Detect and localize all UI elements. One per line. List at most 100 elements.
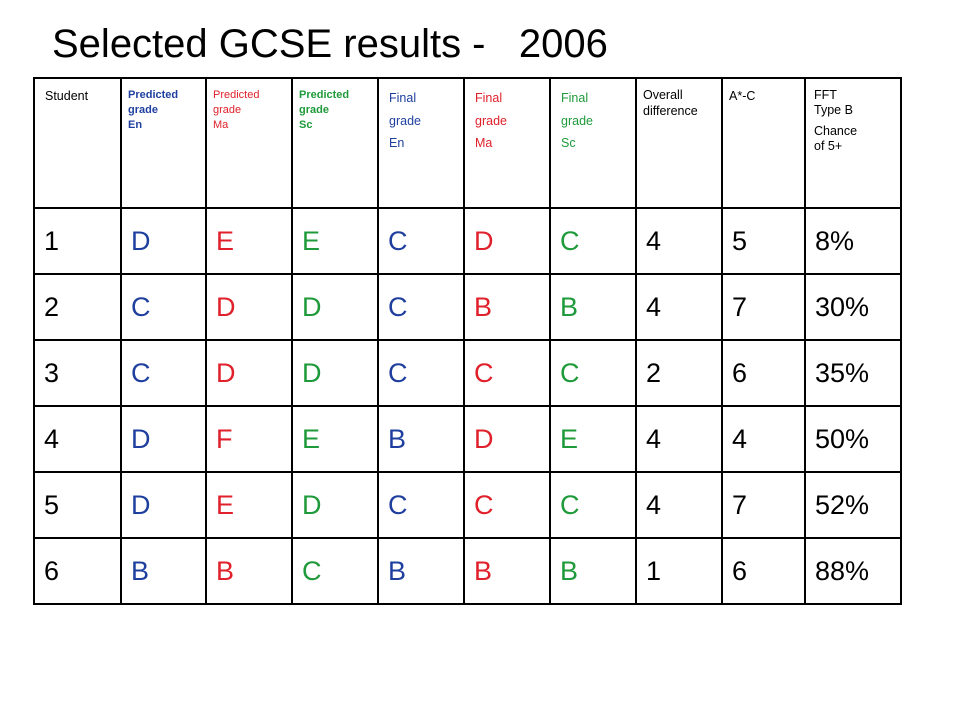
header-label: Predicted [128,89,179,101]
cell-predicted-en: C [120,273,207,341]
cell-fft-chance: 35% [804,339,902,407]
cell-final-en: B [377,537,465,605]
header-label: Sc [299,118,313,131]
cell-astar-c: 4 [721,405,806,473]
cell-predicted-ma: B [205,537,293,605]
cell-final-ma: C [463,471,551,539]
header-astar-c: A*-C [721,77,806,209]
cell-astar-c: 6 [721,339,806,407]
header-label: grade [389,113,421,128]
cell-predicted-sc: E [291,207,379,275]
header-label: Predicted [213,89,260,101]
cell-fft-chance: 52% [804,471,902,539]
cell-astar-c: 5 [721,207,806,275]
cell-predicted-en: D [120,207,207,275]
header-label: difference [643,103,698,118]
header-label: Chance [814,124,858,138]
cell-final-ma: D [463,207,551,275]
cell-student: 2 [33,273,122,341]
header-label: Final [475,91,503,105]
results-table-body: 1 D E E C D C 4 5 8% 2 C D D C B B 4 7 30% 3 C D D C C C 2 6 35% 4 D F E B… [33,207,902,605]
table-row: 3 C D D C C C 2 6 35% [33,339,902,407]
cell-final-sc: B [549,273,637,341]
header-label: grade [213,103,242,116]
table-row: 4 D F E B D E 4 4 50% [33,405,902,473]
cell-final-en: C [377,273,465,341]
cell-fft-chance: 50% [804,405,902,473]
header-final-ma: Final grade Ma [463,77,551,209]
header-label: En [128,118,143,131]
cell-overall-difference: 4 [635,405,723,473]
cell-final-ma: D [463,405,551,473]
header-label: Sc [561,136,576,150]
cell-final-ma: B [463,537,551,605]
header-fft: FFT Type B Chance of 5+ [804,77,902,209]
table-row: 5 D E D C C C 4 7 52% [33,471,902,539]
header-final-en: Final grade En [377,77,465,209]
cell-final-sc: C [549,471,637,539]
cell-final-sc: C [549,339,637,407]
cell-fft-chance: 30% [804,273,902,341]
table-row: 6 B B C B B B 1 6 88% [33,537,902,605]
cell-overall-difference: 4 [635,471,723,539]
cell-predicted-en: D [120,471,207,539]
cell-predicted-en: D [120,405,207,473]
cell-astar-c: 7 [721,471,806,539]
cell-predicted-ma: D [205,339,293,407]
cell-predicted-sc: D [291,471,379,539]
cell-final-en: C [377,207,465,275]
cell-predicted-sc: D [291,273,379,341]
page-title: Selected GCSE results - 2006 [52,22,608,66]
header-label: Final [389,91,417,105]
header-label: grade [561,113,593,128]
cell-predicted-ma: E [205,471,293,539]
header-label: grade [299,103,329,116]
cell-final-sc: B [549,537,637,605]
header-label: of 5+ [814,139,843,153]
cell-student: 6 [33,537,122,605]
header-label: grade [128,103,158,116]
header-label: Type B [814,103,853,117]
header-label: Final [561,91,589,105]
header-label: Predicted [299,89,350,101]
cell-final-ma: C [463,339,551,407]
cell-fft-chance: 88% [804,537,902,605]
cell-student: 3 [33,339,122,407]
header-overall-difference: Overall difference [635,77,723,209]
header-predicted-ma: Predicted grade Ma [205,77,293,209]
header-student-label: Student [45,89,89,103]
cell-overall-difference: 1 [635,537,723,605]
header-label: FFT [814,88,837,102]
header-final-sc: Final grade Sc [549,77,637,209]
cell-final-en: C [377,339,465,407]
cell-predicted-ma: F [205,405,293,473]
cell-overall-difference: 4 [635,273,723,341]
header-student: Student [33,77,122,209]
header-label: En [389,136,405,150]
cell-student: 5 [33,471,122,539]
header-label: Ma [475,136,493,150]
cell-predicted-sc: D [291,339,379,407]
header-label: grade [475,113,507,128]
cell-student: 4 [33,405,122,473]
header-predicted-en: Predicted grade En [120,77,207,209]
cell-student: 1 [33,207,122,275]
header-label: Overall [643,88,683,102]
cell-predicted-ma: D [205,273,293,341]
cell-astar-c: 6 [721,537,806,605]
cell-final-sc: C [549,207,637,275]
cell-predicted-ma: E [205,207,293,275]
cell-predicted-sc: E [291,405,379,473]
header-label: Ma [213,118,229,131]
header-predicted-sc: Predicted grade Sc [291,77,379,209]
cell-final-en: C [377,471,465,539]
cell-predicted-en: C [120,339,207,407]
cell-final-en: B [377,405,465,473]
cell-fft-chance: 8% [804,207,902,275]
header-label: A*-C [729,89,756,103]
cell-predicted-sc: C [291,537,379,605]
table-row: 1 D E E C D C 4 5 8% [33,207,902,275]
table-row: 2 C D D C B B 4 7 30% [33,273,902,341]
cell-overall-difference: 4 [635,207,723,275]
cell-final-ma: B [463,273,551,341]
